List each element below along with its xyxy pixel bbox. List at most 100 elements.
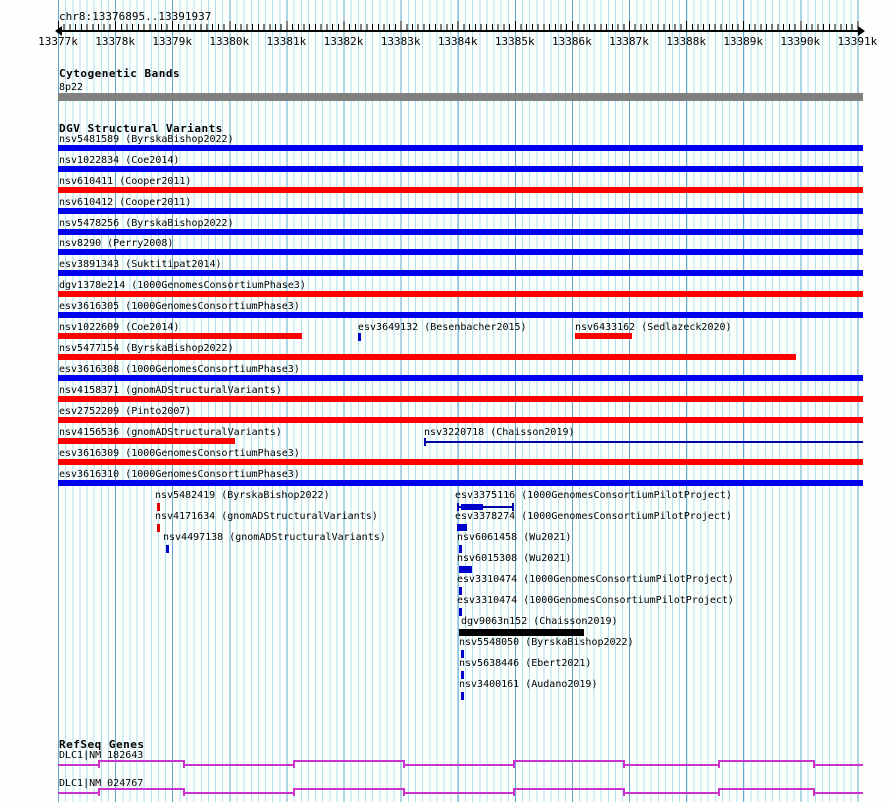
- coordinate-label: chr8:13376895..13391937: [59, 10, 212, 23]
- dgv-variant-feature[interactable]: [58, 145, 863, 151]
- cytogenetic-band-bar[interactable]: [58, 93, 863, 101]
- refseq-title: RefSeq Genes: [59, 738, 145, 751]
- dgv-variant-feature[interactable]: [424, 438, 863, 446]
- gene-exon-segment: [183, 764, 293, 766]
- refseq-transcript-label: DLC1|NM_024767: [59, 778, 144, 789]
- dgv-variant-feature[interactable]: [575, 333, 632, 339]
- cytogenetic-bands-title: Cytogenetic Bands: [59, 67, 181, 80]
- dgv-variant-feature[interactable]: [58, 480, 863, 486]
- dgv-variant-feature[interactable]: [58, 208, 863, 214]
- dgv-variant-label: nsv1022609 (Coe2014): [59, 322, 180, 333]
- gene-exon-segment: [403, 792, 513, 794]
- dgv-variant-feature[interactable]: [58, 229, 863, 235]
- ruler-tick-label: 13382k: [323, 35, 364, 48]
- gene-intron-riser: [513, 760, 515, 768]
- gene-exon-segment: [293, 788, 403, 790]
- dgv-variant-feature[interactable]: [58, 166, 863, 172]
- ruler-tick-label: 13389k: [723, 35, 764, 48]
- ruler-tick-label: 13383k: [380, 35, 421, 48]
- dgv-variant-label: nsv6433162 (Sedlazeck2020): [575, 322, 732, 333]
- gene-intron-riser: [98, 760, 100, 768]
- dgv-variant-feature[interactable]: [358, 333, 361, 341]
- gene-exon-segment: [513, 788, 623, 790]
- dgv-variant-feature[interactable]: [58, 291, 863, 297]
- ruler-axis[interactable]: [58, 30, 863, 32]
- gene-intron-riser: [513, 788, 515, 796]
- variant-core-block: [461, 504, 483, 510]
- gene-exon-segment: [403, 764, 513, 766]
- ruler-right-arrow-icon[interactable]: [858, 26, 865, 36]
- gene-exon-segment: [718, 760, 813, 762]
- dgv-variant-feature[interactable]: [58, 396, 863, 402]
- dgv-variant-feature[interactable]: [58, 187, 863, 193]
- dgv-variant-feature[interactable]: [58, 375, 863, 381]
- gene-exon-segment: [513, 760, 623, 762]
- refseq-transcript-model[interactable]: [58, 788, 863, 802]
- dgv-variant-label: esv3616309 (1000GenomesConsortiumPhase3): [59, 448, 300, 459]
- dgv-variant-label: nsv4156536 (gnomADStructuralVariants): [59, 427, 282, 438]
- dgv-title: DGV Structural Variants: [59, 122, 223, 135]
- dgv-variant-label: nsv5478256 (ByrskaBishop2022): [59, 218, 234, 229]
- dgv-variant-feature[interactable]: [459, 545, 462, 553]
- gene-exon-segment: [58, 792, 98, 794]
- gene-exon-segment: [98, 788, 183, 790]
- ruler-tick-label: 13377k: [38, 35, 78, 48]
- dgv-variant-feature[interactable]: [457, 524, 467, 531]
- dgv-variant-feature[interactable]: [58, 312, 863, 318]
- dgv-variant-feature[interactable]: [58, 417, 863, 423]
- dgv-variant-label: esv3616310 (1000GenomesConsortiumPhase3): [59, 469, 300, 480]
- dgv-variant-label: nsv4497138 (gnomADStructuralVariants): [163, 532, 386, 543]
- dgv-variant-feature[interactable]: [457, 503, 514, 511]
- dgv-variant-feature[interactable]: [459, 629, 584, 636]
- ruler-tick-label: 13378k: [95, 35, 135, 48]
- dgv-variant-feature[interactable]: [58, 270, 863, 276]
- dgv-variant-label: nsv5638446 (Ebert2021): [459, 658, 592, 669]
- dgv-variant-feature[interactable]: [459, 587, 462, 595]
- ruler-tick-label: 13390k: [780, 35, 821, 48]
- variant-span-line: [457, 506, 514, 508]
- dgv-variant-feature[interactable]: [58, 438, 235, 444]
- dgv-variant-feature[interactable]: [461, 671, 464, 679]
- gene-intron-riser: [293, 788, 295, 796]
- dgv-variant-feature[interactable]: [166, 545, 169, 553]
- dgv-variant-label: esv3616305 (1000GenomesConsortiumPhase3): [59, 301, 300, 312]
- dgv-variant-feature[interactable]: [58, 249, 863, 255]
- ruler-major-ticks: [58, 21, 863, 31]
- dgv-variant-feature[interactable]: [58, 333, 302, 339]
- dgv-variant-feature[interactable]: [58, 354, 796, 360]
- dgv-variant-label: nsv6061458 (Wu2021): [457, 532, 572, 543]
- dgv-variant-feature[interactable]: [58, 459, 863, 465]
- ruler-left-arrow-icon[interactable]: [55, 26, 62, 36]
- dgv-variant-label: dgv9063n152 (Chaisson2019): [461, 616, 618, 627]
- ruler-tick-label: 13381k: [266, 35, 307, 48]
- dgv-variant-label: nsv4171634 (gnomADStructuralVariants): [155, 511, 378, 522]
- refseq-transcript-model[interactable]: [58, 760, 863, 774]
- variant-left-cap: [457, 503, 459, 511]
- dgv-variant-label: nsv5482419 (ByrskaBishop2022): [155, 490, 330, 501]
- dgv-variant-label: nsv3220718 (Chaisson2019): [424, 427, 575, 438]
- dgv-variant-label: nsv4158371 (gnomADStructuralVariants): [59, 385, 282, 396]
- variant-left-cap: [424, 438, 426, 446]
- dgv-variant-label: dgv1378e214 (1000GenomesConsortiumPhase3…: [59, 280, 306, 291]
- gene-exon-segment: [718, 788, 813, 790]
- gene-intron-riser: [293, 760, 295, 768]
- dgv-variant-feature[interactable]: [459, 608, 462, 616]
- dgv-variant-label: nsv3400161 (Audano2019): [459, 679, 598, 690]
- gene-exon-segment: [813, 764, 863, 766]
- dgv-variant-feature[interactable]: [459, 566, 472, 573]
- ruler-tick-label: 13379k: [152, 35, 193, 48]
- gene-exon-segment: [293, 760, 403, 762]
- variant-span-line: [424, 441, 863, 443]
- dgv-variant-label: nsv5477154 (ByrskaBishop2022): [59, 343, 234, 354]
- dgv-variant-feature[interactable]: [461, 692, 464, 700]
- dgv-variant-label: esv3891343 (Suktitipat2014): [59, 259, 222, 270]
- dgv-variant-label: esv3616308 (1000GenomesConsortiumPhase3): [59, 364, 300, 375]
- dgv-variant-feature[interactable]: [461, 650, 464, 658]
- gene-intron-riser: [718, 788, 720, 796]
- gene-exon-segment: [623, 764, 718, 766]
- refseq-transcript-label: DLC1|NM_182643: [59, 750, 144, 761]
- dgv-variant-feature[interactable]: [157, 524, 160, 532]
- dgv-variant-label: nsv1022834 (Coe2014): [59, 155, 180, 166]
- dgv-variant-feature[interactable]: [157, 503, 160, 511]
